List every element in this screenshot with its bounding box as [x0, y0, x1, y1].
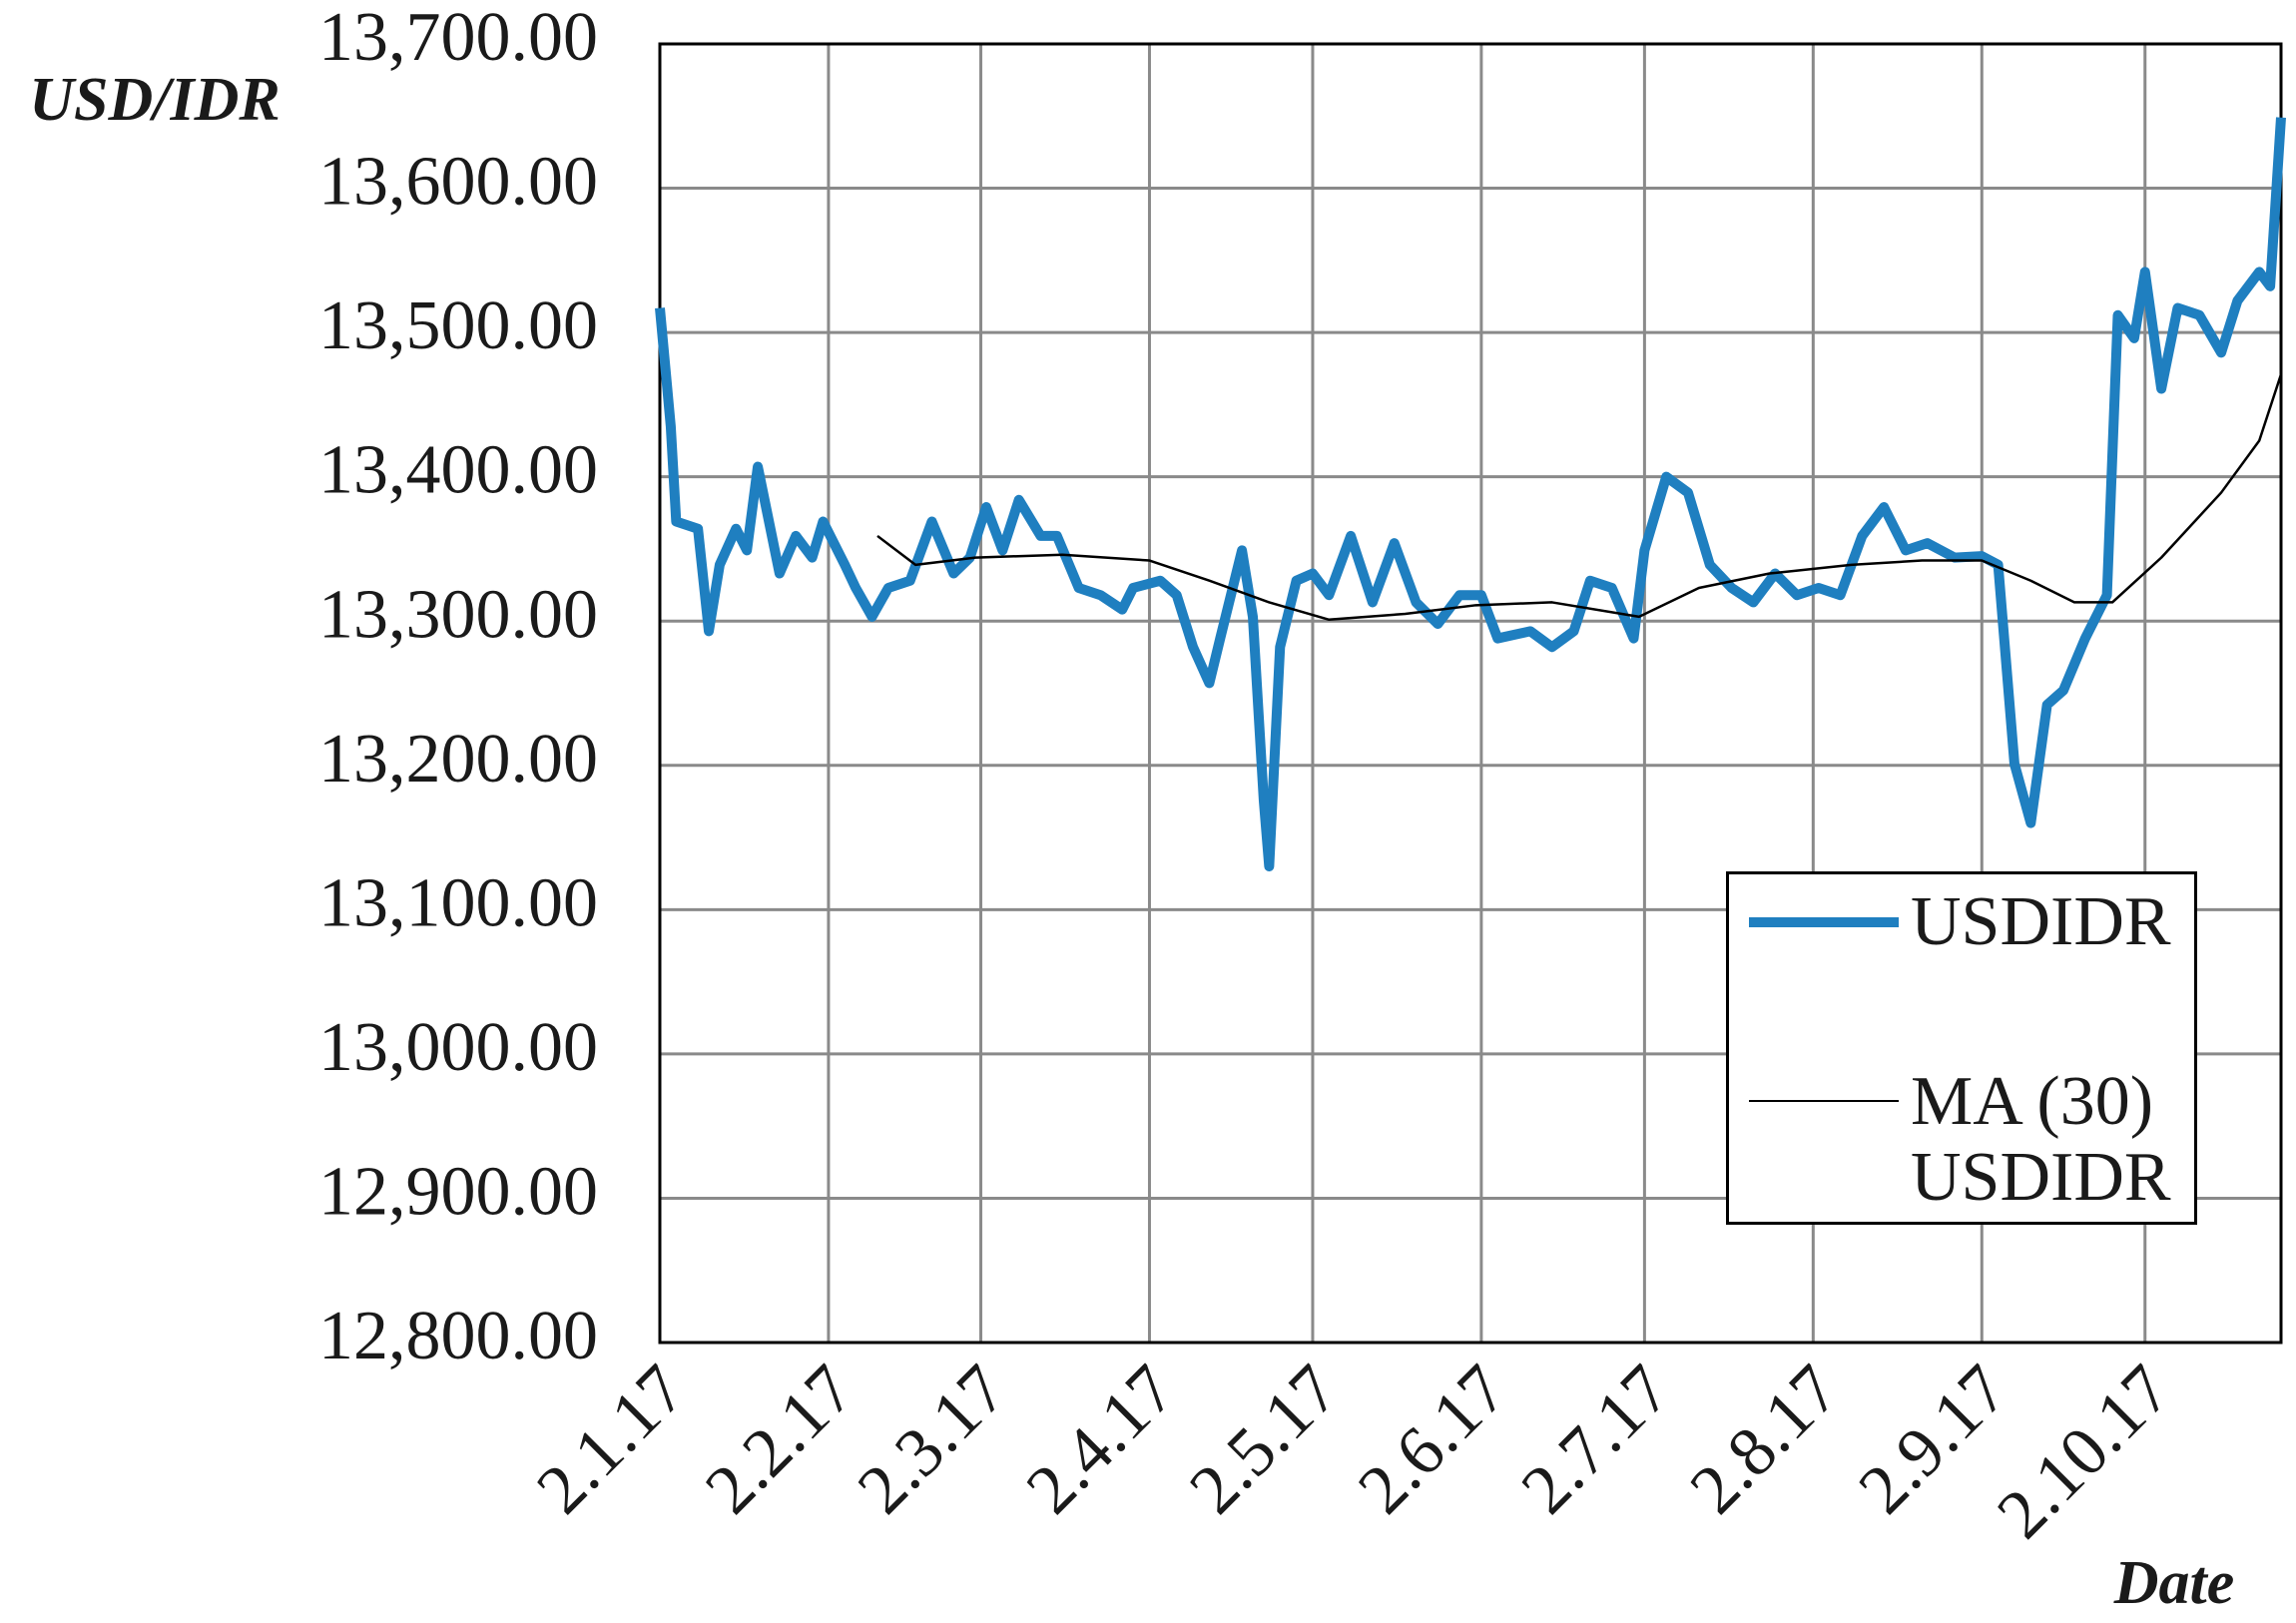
y-tick-label: 12,900.00: [318, 1154, 598, 1231]
y-tick-label: 13,400.00: [318, 432, 598, 509]
x-tick-label: 2.4.17: [1012, 1351, 1190, 1528]
y-tick-label: 13,500.00: [318, 287, 598, 364]
y-tick-label: 12,800.00: [318, 1298, 598, 1374]
legend-label: USDIDR: [1911, 883, 2171, 960]
x-tick-label: 2.2.17: [691, 1351, 868, 1528]
y-tick-label: 13,700.00: [318, 0, 598, 76]
x-tick-label: 2.7.17: [1507, 1351, 1685, 1528]
y-tick-label: 13,100.00: [318, 864, 598, 941]
x-tick-label: 2.8.17: [1676, 1351, 1854, 1528]
legend-swatch: [1749, 1100, 1899, 1102]
x-tick-label: 2.6.17: [1344, 1351, 1521, 1528]
x-tick-label: 2.5.17: [1175, 1351, 1353, 1528]
legend-label: MA (30) USDIDR: [1911, 1063, 2171, 1216]
y-tick-label: 13,000.00: [318, 1009, 598, 1086]
data-line: [876, 373, 2283, 622]
y-tick-label: 13,300.00: [318, 576, 598, 653]
plot-frame: [658, 42, 2283, 1345]
x-tick-label: 2.1.17: [522, 1351, 700, 1528]
x-tick-label: 2.3.17: [844, 1351, 1021, 1528]
y-tick-label: 13,200.00: [318, 721, 598, 798]
data-line: [655, 117, 2286, 871]
y-axis-label: USD/IDR: [29, 66, 281, 134]
x-axis-label: Date: [2113, 1549, 2235, 1617]
legend: USDIDR MA (30) USDIDR: [1726, 871, 2197, 1225]
y-tick-label: 13,600.00: [318, 144, 598, 221]
legend-swatch: [1749, 917, 1899, 927]
x-tick-label: 2.10.17: [1983, 1351, 2185, 1553]
